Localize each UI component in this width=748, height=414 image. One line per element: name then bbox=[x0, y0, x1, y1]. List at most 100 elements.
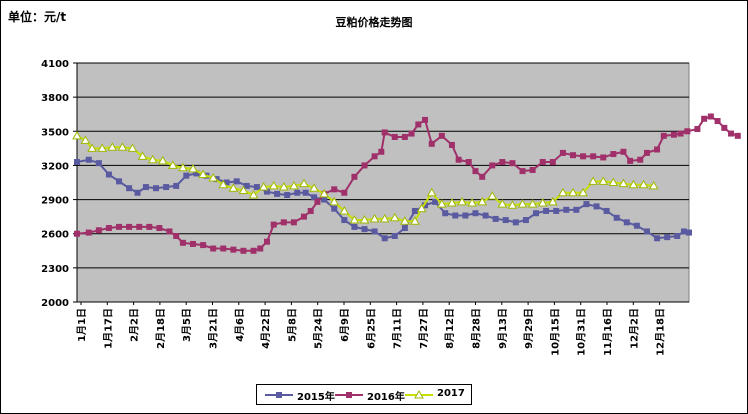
data-point bbox=[97, 143, 108, 152]
data-point bbox=[610, 151, 617, 158]
data-point bbox=[166, 228, 173, 235]
legend-label-2017: 2017 bbox=[437, 388, 465, 399]
data-point bbox=[321, 196, 328, 203]
data-point bbox=[274, 190, 281, 197]
data-point bbox=[401, 225, 408, 232]
data-point bbox=[410, 216, 420, 225]
data-point bbox=[248, 190, 259, 199]
data-point bbox=[401, 133, 408, 140]
data-point bbox=[173, 182, 180, 189]
data-point bbox=[146, 223, 153, 230]
data-point bbox=[517, 199, 528, 208]
x-tick-label: 6月25日 bbox=[365, 308, 377, 349]
data-point bbox=[608, 177, 619, 186]
data-point bbox=[240, 247, 247, 254]
data-point bbox=[218, 179, 229, 189]
x-tick-label: 2月18日 bbox=[155, 308, 167, 349]
data-point bbox=[198, 169, 208, 179]
data-point bbox=[300, 213, 307, 220]
data-point bbox=[537, 197, 548, 207]
data-point bbox=[472, 210, 479, 217]
data-point bbox=[299, 178, 309, 188]
data-point bbox=[351, 223, 358, 230]
data-point bbox=[351, 173, 358, 180]
data-point bbox=[502, 217, 509, 224]
data-point bbox=[408, 130, 415, 137]
data-point bbox=[467, 197, 477, 207]
data-point bbox=[436, 199, 447, 208]
data-point bbox=[167, 160, 178, 169]
legend-swatch-2015 bbox=[265, 392, 293, 398]
data-point bbox=[603, 207, 610, 214]
x-tick-label: 8月28日 bbox=[471, 308, 483, 349]
data-point bbox=[694, 126, 701, 133]
data-point bbox=[477, 196, 488, 206]
data-point bbox=[116, 223, 123, 230]
data-point bbox=[193, 170, 200, 177]
data-point bbox=[448, 141, 455, 148]
data-point bbox=[294, 189, 301, 196]
x-tick-label: 1月17日 bbox=[102, 308, 114, 349]
data-point bbox=[270, 221, 277, 228]
legend-swatch-2017 bbox=[405, 389, 433, 399]
data-point bbox=[183, 172, 190, 179]
data-point bbox=[339, 205, 350, 215]
data-point bbox=[620, 148, 627, 155]
data-point bbox=[371, 153, 378, 160]
data-point bbox=[142, 184, 149, 191]
data-point bbox=[268, 180, 279, 190]
data-point bbox=[499, 159, 506, 166]
x-tick-label: 5月8日 bbox=[286, 308, 298, 342]
data-point bbox=[233, 178, 240, 185]
data-point bbox=[329, 196, 340, 206]
data-point bbox=[210, 245, 217, 252]
data-point bbox=[257, 245, 264, 252]
data-point bbox=[289, 180, 299, 190]
data-point bbox=[701, 115, 708, 122]
data-point bbox=[85, 229, 92, 236]
x-tick-label: 4月6日 bbox=[234, 308, 246, 342]
data-point bbox=[569, 152, 576, 159]
data-point bbox=[416, 203, 427, 213]
data-point bbox=[349, 215, 360, 224]
x-tick-label: 7月11日 bbox=[392, 308, 404, 349]
data-point bbox=[208, 172, 219, 182]
x-tick-label: 8月12日 bbox=[444, 308, 456, 349]
data-point bbox=[134, 189, 141, 196]
data-point bbox=[341, 189, 348, 196]
data-point bbox=[714, 118, 721, 125]
data-point bbox=[307, 207, 314, 214]
data-point bbox=[588, 176, 599, 185]
y-tick-label: 3800 bbox=[41, 93, 69, 104]
x-tick-label: 12月2日 bbox=[628, 308, 640, 349]
data-point bbox=[680, 228, 687, 235]
data-point bbox=[263, 238, 270, 245]
data-point bbox=[220, 245, 227, 252]
data-point bbox=[117, 142, 128, 151]
data-point bbox=[136, 223, 143, 230]
x-tick-label: 9月13日 bbox=[497, 308, 509, 349]
y-tick-label: 3500 bbox=[41, 127, 69, 138]
data-point bbox=[153, 185, 160, 192]
data-point bbox=[263, 188, 270, 195]
x-tick-label: 3月5日 bbox=[181, 308, 193, 342]
unit-label: 单位：元/t bbox=[8, 10, 67, 24]
data-point bbox=[442, 210, 449, 217]
data-point bbox=[479, 173, 486, 180]
data-point bbox=[623, 219, 630, 226]
data-point bbox=[278, 182, 289, 191]
data-point bbox=[105, 225, 112, 232]
legend-swatch-2016 bbox=[335, 392, 363, 398]
data-point bbox=[600, 154, 607, 161]
data-point bbox=[638, 179, 649, 189]
data-point bbox=[80, 135, 91, 144]
data-point bbox=[432, 198, 439, 205]
data-point bbox=[95, 160, 102, 167]
data-point bbox=[280, 219, 287, 226]
data-point bbox=[422, 116, 429, 123]
data-point bbox=[590, 153, 597, 160]
data-point bbox=[126, 223, 133, 230]
data-point bbox=[613, 214, 620, 221]
data-point bbox=[509, 160, 516, 167]
